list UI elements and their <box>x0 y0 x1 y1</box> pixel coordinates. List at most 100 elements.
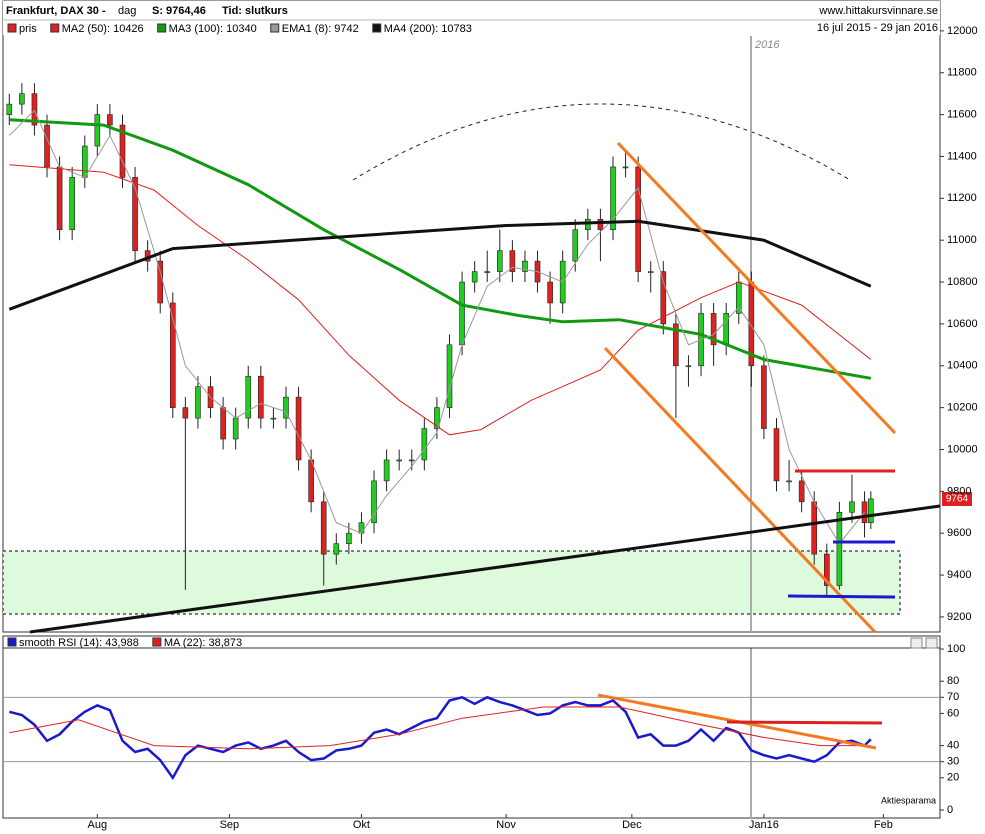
candle-body <box>346 532 352 544</box>
legend-label: smooth RSI (14): 43,988 <box>19 637 139 649</box>
y-tick-label: 11400 <box>947 150 977 162</box>
candle-body <box>585 218 591 231</box>
last-price-box <box>942 492 972 506</box>
last-price: S: 9764,46 <box>152 5 206 17</box>
candle-body <box>81 145 88 178</box>
y-tick-label: 10600 <box>947 318 978 330</box>
candle-body <box>44 124 50 168</box>
support-zone <box>2 550 901 615</box>
candle-body <box>383 459 390 482</box>
legend-swatch <box>372 23 382 33</box>
series-line <box>9 118 872 380</box>
x-tick-label: Sep <box>220 819 240 831</box>
mode: Tid: slutkurs <box>222 5 288 17</box>
candle-body <box>6 103 13 115</box>
candle-body <box>773 428 780 482</box>
legend-label: MA3 (100): 10340 <box>169 23 257 35</box>
rsi-frame <box>2 635 941 819</box>
legend-swatch <box>270 23 280 33</box>
title: Frankfurt, DAX 30 - <box>6 5 106 17</box>
candle-body <box>94 114 101 147</box>
series-line <box>8 109 865 545</box>
x-tick-label: Nov <box>496 819 516 831</box>
candle-body <box>220 407 226 440</box>
candle-body <box>861 501 868 524</box>
candle-body <box>622 166 629 169</box>
last-price-label: 9764 <box>946 494 969 505</box>
legend-label: EMA1 (8): 9742 <box>282 23 359 35</box>
candle-body <box>660 271 667 325</box>
candle-body <box>107 114 113 126</box>
y-tick-label: 9600 <box>947 527 971 539</box>
candle-body <box>132 177 138 251</box>
legend-label: MA2 (50): 10426 <box>62 23 144 35</box>
candle-body <box>232 417 239 440</box>
candle-body <box>647 271 654 273</box>
candle-body <box>320 501 327 555</box>
candle-body <box>496 250 503 272</box>
legend-swatch <box>7 23 17 33</box>
candle-body <box>333 543 340 555</box>
x-tick-label: Feb <box>874 819 893 831</box>
legend-swatch <box>50 23 60 33</box>
zoom-icon[interactable] <box>910 637 923 649</box>
candle-body <box>421 428 428 461</box>
candle-body <box>396 459 402 462</box>
date-range: 16 jul 2015 - 29 jan 2016 <box>817 22 938 34</box>
candle-body <box>119 124 126 178</box>
candle-body <box>295 396 302 461</box>
y-tick-label: 11800 <box>947 67 977 79</box>
candle-body <box>459 281 465 346</box>
candle-body <box>547 281 553 304</box>
x-tick-label: Jan16 <box>749 819 779 831</box>
candle-body <box>673 323 679 367</box>
rsi-header <box>2 635 941 649</box>
year-label: 2016 <box>754 39 780 51</box>
price-axis: 9200 9400 9600 9800 10000 10200 10400 10600 1080… <box>940 25 978 623</box>
candle-body <box>358 522 365 534</box>
y-tick-label: 10800 <box>947 276 978 288</box>
settings-icon[interactable] <box>925 637 938 649</box>
candle-body <box>182 407 189 419</box>
candle-body <box>798 480 805 503</box>
candle-body <box>408 459 415 462</box>
candle-body <box>849 501 855 513</box>
support-line <box>29 504 941 634</box>
candle-body <box>434 407 440 429</box>
candle-body <box>446 344 453 408</box>
channel-upper <box>616 141 897 435</box>
y-tick-label: 9200 <box>947 611 971 623</box>
y-tick-label: 9400 <box>947 569 971 581</box>
candle-body <box>635 166 641 272</box>
y-tick-label: 40 <box>947 739 959 751</box>
candle-body <box>685 365 692 368</box>
price-plot <box>6 83 874 596</box>
candle-body <box>868 498 874 524</box>
candle-body <box>258 375 264 419</box>
y-tick-label: 10400 <box>947 360 978 372</box>
rsi-plot <box>3 695 940 781</box>
legend-swatch <box>152 637 162 647</box>
candle-body <box>786 480 792 483</box>
candle-body <box>31 93 38 126</box>
support-level <box>787 594 896 599</box>
series-line <box>8 219 872 311</box>
rsi-axis: 0 20 30 40 60 70 80 100 Aug Sep Okt Nov Dec Jan16 Feb <box>88 643 966 831</box>
candle-body <box>610 166 616 231</box>
candle-body <box>245 375 252 419</box>
y-tick-label: 10000 <box>947 443 978 455</box>
legend-label: pris <box>19 23 37 35</box>
price-frame <box>2 0 941 633</box>
candle-body <box>836 511 843 586</box>
legend-label: MA4 (200): 10783 <box>384 23 472 35</box>
legend: smooth RSI (14): 43,988 MA (22): 38,873 <box>7 637 242 649</box>
candle-body <box>824 553 830 586</box>
y-tick-label: 10200 <box>947 402 978 414</box>
y-tick-label: 12000 <box>947 25 978 37</box>
candle-body <box>811 501 818 555</box>
y-tick-label: 60 <box>947 707 959 719</box>
candle-body <box>308 459 314 503</box>
candle-body <box>169 302 176 408</box>
candle-body <box>471 271 478 283</box>
